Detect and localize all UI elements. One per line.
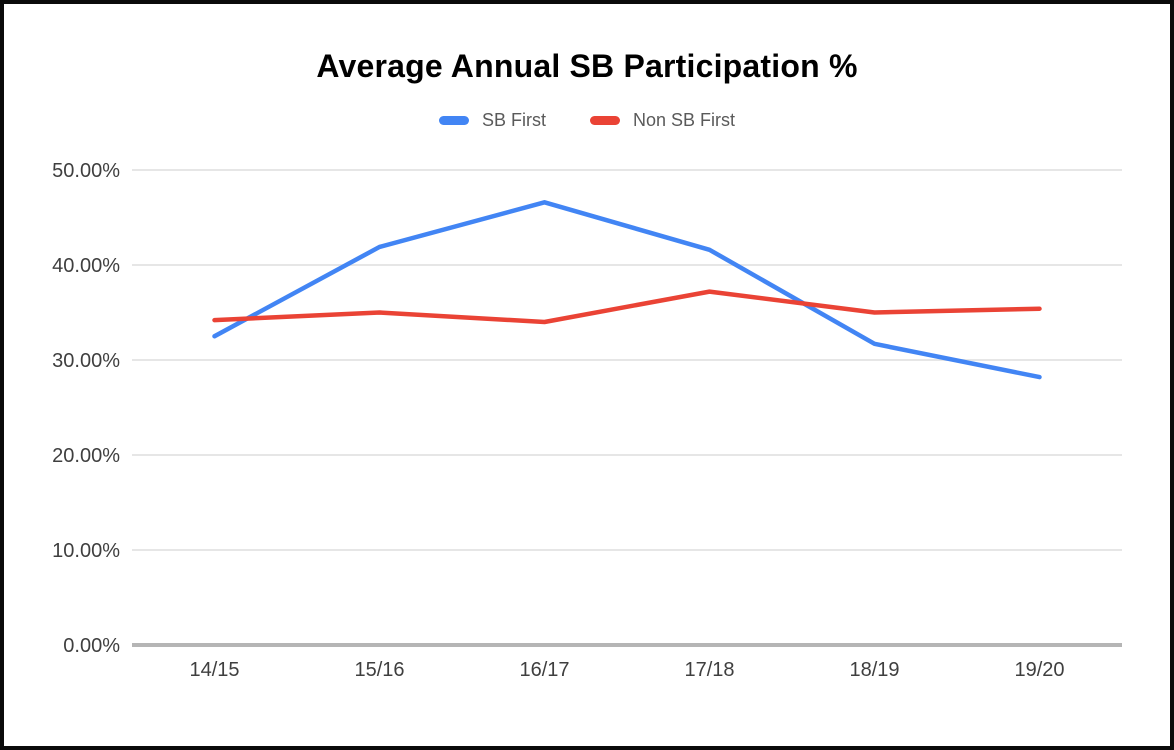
sb-first-swatch-icon (438, 116, 469, 125)
series-line-sb-first (212, 200, 1042, 380)
series-line-non-sb-first (212, 289, 1042, 325)
x-tick-label: 17/18 (684, 659, 734, 681)
y-tick-label: 10.00% (52, 540, 120, 562)
chart-title: Average Annual SB Participation % (316, 48, 858, 84)
x-tick-label: 18/19 (849, 659, 899, 681)
plot-area: 0.00% 10.00% 20.00% 30.00% 40.00% 50.00% 14/15… (52, 160, 1122, 681)
legend-label-sb-first: SB First (481, 110, 546, 130)
y-tick-label: 40.00% (52, 255, 120, 277)
y-tick-label: 50.00% (52, 160, 120, 182)
x-tick-label: 14/15 (189, 659, 239, 681)
y-tick-label: 0.00% (63, 635, 120, 657)
x-tick-label: 19/20 (1014, 659, 1064, 681)
y-tick-label: 30.00% (52, 350, 120, 372)
y-tick-label: 20.00% (52, 445, 120, 467)
legend-label-non-sb-first: Non SB First (632, 110, 736, 130)
non-sb-first-swatch-icon (589, 116, 620, 125)
legend-item-sb-first: SB First (438, 110, 546, 131)
x-tick-label: 15/16 (354, 659, 404, 681)
legend: SB First Non SB First (4, 110, 1170, 131)
legend-item-non-sb-first: Non SB First (589, 110, 736, 131)
x-tick-label: 16/17 (519, 659, 569, 681)
